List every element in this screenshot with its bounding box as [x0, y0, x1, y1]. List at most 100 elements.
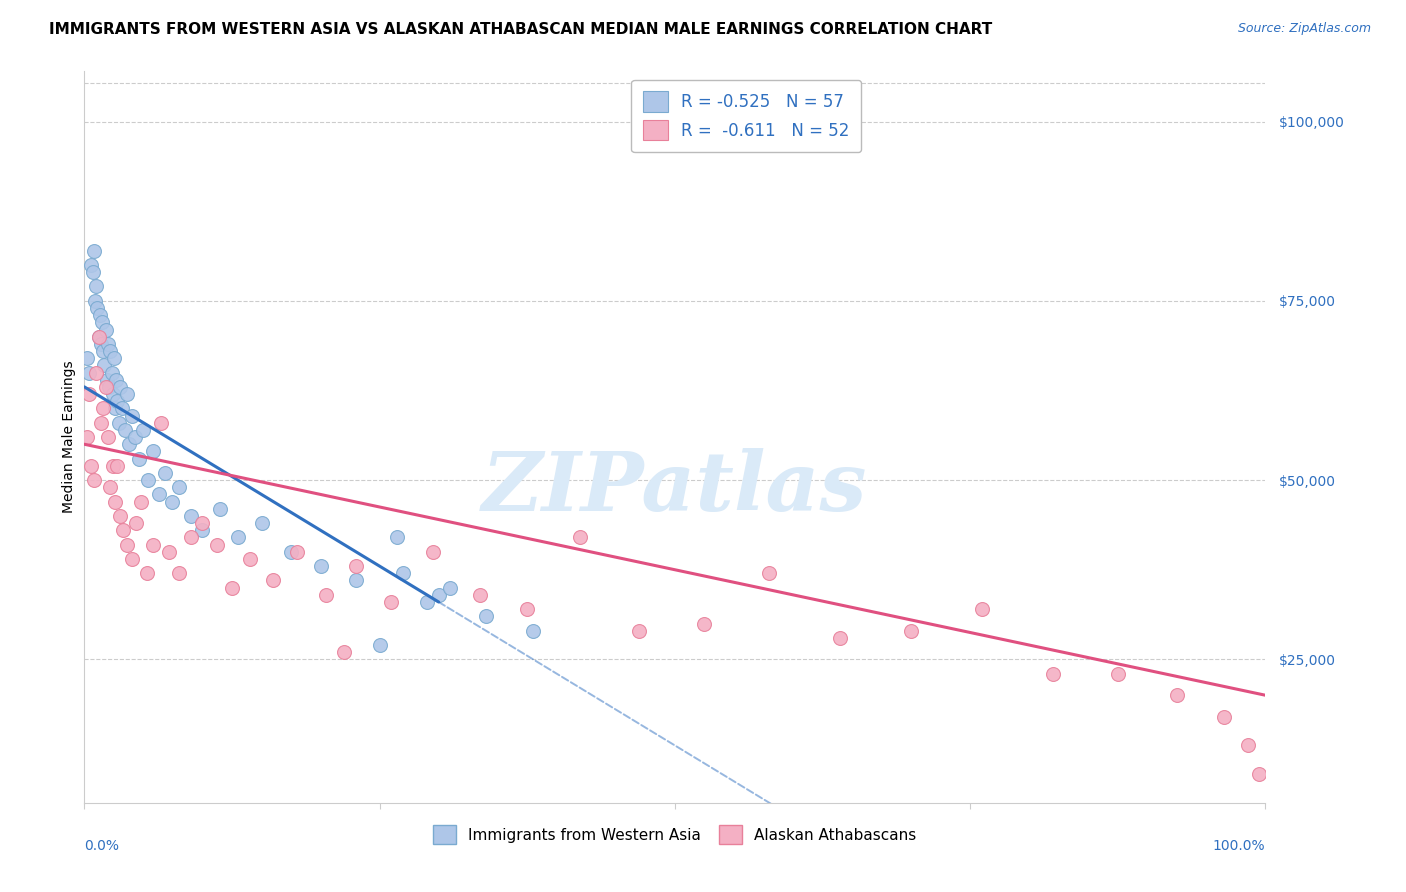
Text: ZIPatlas: ZIPatlas — [482, 449, 868, 528]
Point — [97, 336, 120, 351]
Point — [368, 638, 391, 652]
Point — [125, 516, 148, 530]
Point — [83, 473, 105, 487]
Point — [900, 624, 922, 638]
Point — [758, 566, 780, 581]
Point — [226, 531, 249, 545]
Point — [285, 545, 308, 559]
Point — [209, 501, 232, 516]
Point — [628, 624, 651, 638]
Legend: Immigrants from Western Asia, Alaskan Athabascans: Immigrants from Western Asia, Alaskan At… — [427, 819, 922, 850]
Point — [333, 645, 356, 659]
Point — [86, 301, 108, 315]
Point — [121, 409, 143, 423]
Point — [344, 559, 367, 574]
Point — [94, 380, 117, 394]
Point — [392, 566, 415, 581]
Point — [91, 344, 114, 359]
Text: Source: ZipAtlas.com: Source: ZipAtlas.com — [1237, 22, 1371, 36]
Point — [416, 595, 439, 609]
Point — [101, 458, 124, 473]
Point — [387, 531, 409, 545]
Point — [136, 566, 159, 581]
Point — [250, 516, 273, 530]
Point — [1213, 710, 1236, 724]
Point — [107, 416, 129, 430]
Point — [830, 631, 852, 645]
Point — [104, 494, 127, 508]
Point — [84, 279, 107, 293]
Point — [180, 531, 202, 545]
Point — [569, 531, 592, 545]
Point — [83, 244, 105, 258]
Point — [160, 494, 183, 508]
Text: 100.0%: 100.0% — [1213, 839, 1265, 854]
Point — [239, 552, 262, 566]
Point — [87, 329, 110, 343]
Point — [180, 508, 202, 523]
Point — [77, 387, 100, 401]
Point — [76, 430, 98, 444]
Point — [153, 466, 176, 480]
Point — [221, 581, 243, 595]
Point — [115, 387, 138, 401]
Point — [970, 602, 993, 616]
Point — [475, 609, 498, 624]
Point — [439, 581, 461, 595]
Point — [94, 322, 117, 336]
Point — [1236, 739, 1258, 753]
Point — [129, 494, 152, 508]
Point — [191, 516, 214, 530]
Point — [104, 401, 127, 416]
Point — [121, 552, 143, 566]
Point — [167, 566, 190, 581]
Point — [115, 538, 138, 552]
Point — [148, 487, 170, 501]
Point — [422, 545, 444, 559]
Point — [128, 451, 150, 466]
Point — [101, 387, 124, 401]
Point — [80, 258, 103, 272]
Point — [107, 394, 129, 409]
Point — [1042, 666, 1064, 681]
Point — [100, 366, 122, 380]
Text: IMMIGRANTS FROM WESTERN ASIA VS ALASKAN ATHABASCAN MEDIAN MALE EARNINGS CORRELAT: IMMIGRANTS FROM WESTERN ASIA VS ALASKAN … — [49, 22, 993, 37]
Point — [157, 545, 180, 559]
Point — [111, 401, 134, 416]
Point — [114, 423, 136, 437]
Point — [76, 351, 98, 366]
Point — [108, 508, 131, 523]
Point — [167, 480, 190, 494]
Point — [77, 366, 100, 380]
Point — [516, 602, 538, 616]
Point — [91, 315, 114, 329]
Point — [80, 458, 103, 473]
Point — [82, 265, 104, 279]
Point — [96, 373, 118, 387]
Point — [1249, 767, 1271, 781]
Point — [205, 538, 228, 552]
Point — [468, 588, 491, 602]
Point — [90, 416, 112, 430]
Point — [84, 366, 107, 380]
Point — [112, 524, 135, 538]
Point — [90, 336, 112, 351]
Point — [309, 559, 332, 574]
Point — [344, 574, 367, 588]
Point — [191, 524, 214, 538]
Point — [98, 344, 121, 359]
Point — [315, 588, 337, 602]
Point — [693, 616, 716, 631]
Point — [103, 351, 125, 366]
Point — [98, 380, 121, 394]
Text: 0.0%: 0.0% — [84, 839, 120, 854]
Point — [380, 595, 402, 609]
Point — [136, 473, 159, 487]
Point — [132, 423, 155, 437]
Point — [280, 545, 302, 559]
Point — [97, 430, 120, 444]
Point — [108, 380, 131, 394]
Point — [142, 538, 165, 552]
Point — [98, 480, 121, 494]
Point — [124, 430, 146, 444]
